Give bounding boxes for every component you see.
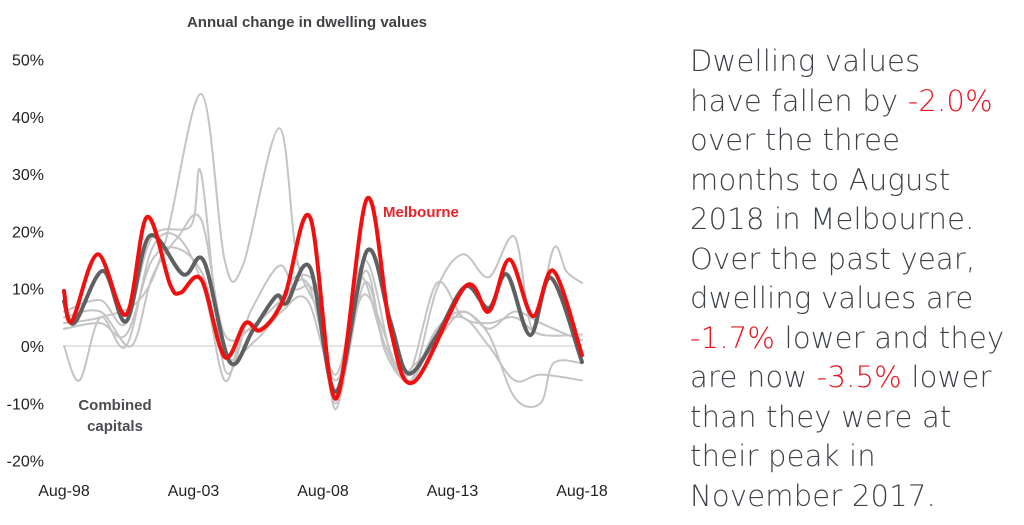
commentary-segment: over the three	[690, 123, 901, 157]
y-tick-label: 50%	[12, 53, 44, 70]
y-tick-label: 40%	[12, 110, 44, 127]
commentary-segment: lower	[901, 360, 992, 394]
commentary-segment: Over the past year,	[690, 241, 976, 276]
highlight-figure: -2.0%	[907, 83, 993, 118]
commentary-line: Over the past year,	[690, 240, 1024, 280]
series-line-melbourne	[62, 196, 584, 401]
series-lines	[62, 92, 584, 411]
commentary-line: are now -3.5% lower	[690, 358, 1024, 398]
commentary-segment: lower and they	[775, 320, 1005, 355]
commentary-line: -1.7% lower and they	[690, 319, 1024, 359]
commentary-line: have fallen by -2.0%	[690, 82, 1024, 122]
commentary-segment: Dwelling values	[690, 44, 921, 78]
y-axis: 50% 40% 30% 20% 10% 0% -10% -20%	[7, 53, 44, 471]
highlight-figure: -3.5%	[816, 360, 902, 394]
commentary-line: than they were at	[690, 398, 1024, 438]
commentary-line: over the three	[690, 121, 1024, 161]
commentary-segment: have fallen by	[690, 83, 908, 118]
chart-title: Annual change in dwelling values	[187, 14, 427, 31]
x-axis: Aug-98 Aug-03 Aug-08 Aug-13 Aug-18	[38, 483, 608, 500]
highlight-figure: -1.7%	[690, 320, 776, 355]
combined-label-line2: capitals	[87, 418, 143, 435]
commentary-line: 2018 in Melbourne.	[690, 200, 1024, 240]
y-tick-label: 30%	[12, 167, 44, 184]
commentary-segment: their peak in	[690, 439, 876, 473]
commentary-line: Dwelling values	[690, 42, 1024, 82]
line-chart: Annual change in dwelling values 50% 40% 3…	[7, 14, 608, 500]
commentary-text: Dwelling values have fallen by -2.0% over …	[690, 42, 1024, 516]
x-tick-label: Aug-98	[38, 483, 90, 500]
y-tick-label: 0%	[21, 339, 44, 356]
commentary-line: November 2017.	[690, 477, 1024, 517]
combined-label-line1: Combined	[78, 397, 151, 414]
commentary-segment: dwelling values are	[690, 281, 974, 315]
y-tick-label: 10%	[12, 282, 44, 299]
commentary-line: dwelling values are	[690, 279, 1024, 319]
commentary-segment: than they were at	[690, 399, 952, 434]
commentary-segment: are now	[690, 360, 817, 394]
x-tick-label: Aug-13	[427, 483, 479, 500]
x-tick-label: Aug-03	[168, 483, 220, 500]
commentary-line: their peak in	[690, 437, 1024, 477]
x-tick-label: Aug-18	[556, 483, 608, 500]
commentary-line: months to August	[690, 161, 1024, 201]
y-tick-label: 20%	[12, 224, 44, 241]
melbourne-label: Melbourne	[383, 204, 459, 221]
y-tick-label: -20%	[7, 454, 44, 471]
commentary-segment: months to August	[690, 162, 951, 197]
commentary-segment: November 2017.	[690, 478, 936, 513]
commentary-segment: 2018 in Melbourne.	[690, 202, 975, 236]
y-tick-label: -10%	[7, 396, 44, 413]
x-tick-label: Aug-08	[297, 483, 349, 500]
